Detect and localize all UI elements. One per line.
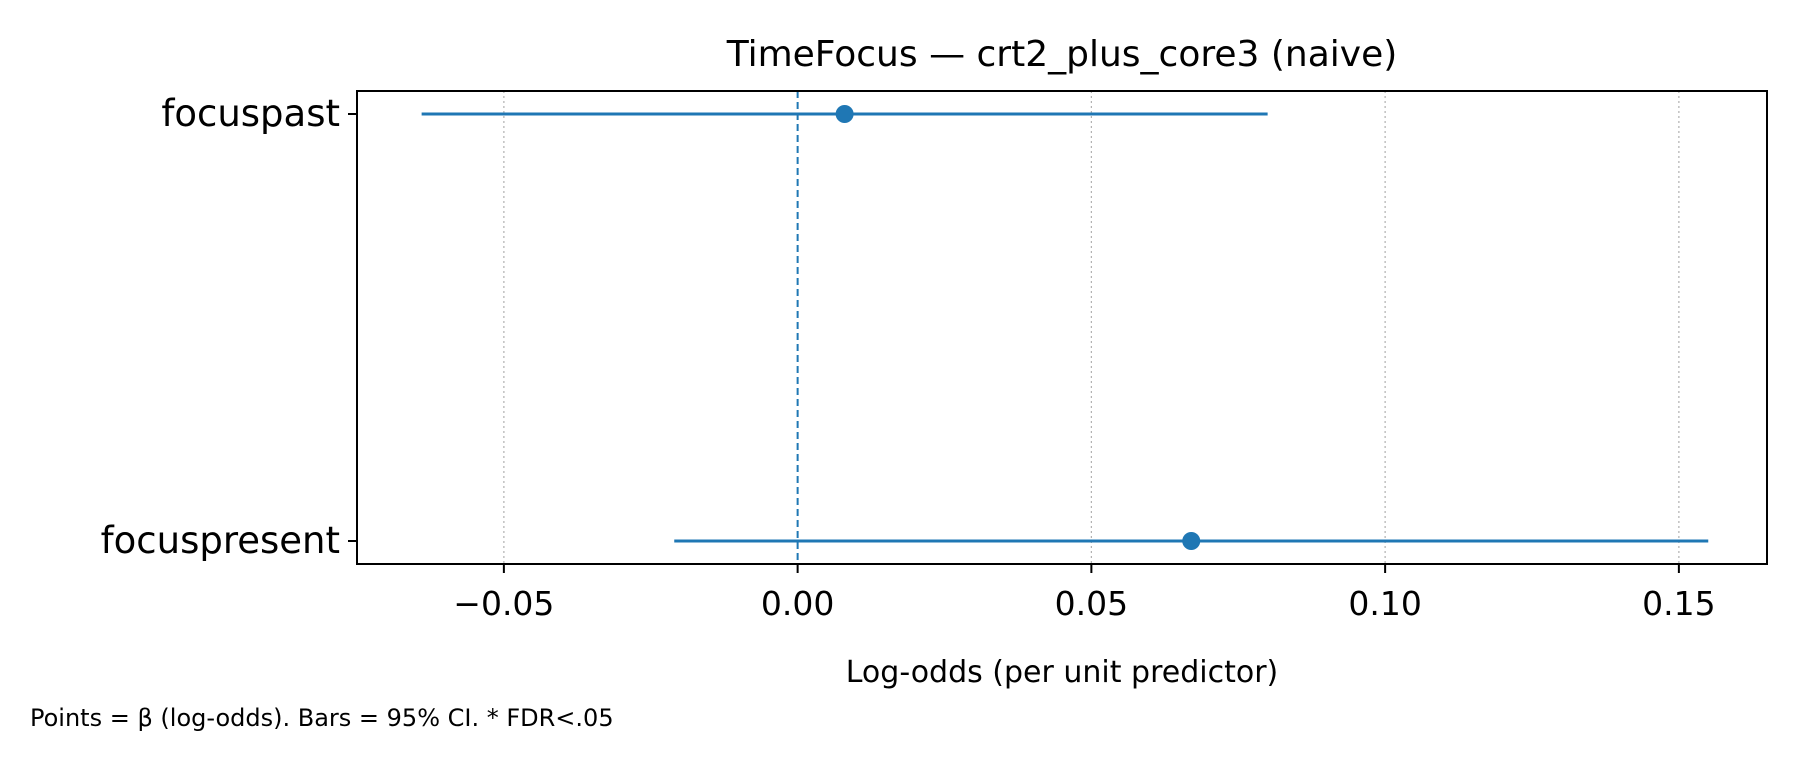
x-tick-label: 0.15 bbox=[1642, 584, 1715, 623]
footnote: Points = β (log-odds). Bars = 95% CI. * … bbox=[30, 704, 614, 732]
plot-frame bbox=[356, 90, 1768, 565]
chart-title: TimeFocus — crt2_plus_core3 (naive) bbox=[726, 34, 1398, 75]
x-tick-label: 0.05 bbox=[1055, 584, 1128, 623]
x-tick-label: 0.00 bbox=[761, 584, 834, 623]
x-axis-label: Log-odds (per unit predictor) bbox=[846, 655, 1279, 690]
estimate-point-focuspast bbox=[835, 105, 854, 123]
x-axis-ticks: −0.05 0.00 0.05 0.10 0.15 bbox=[453, 564, 1716, 623]
x-tick-label: −0.05 bbox=[453, 584, 554, 623]
x-gridlines bbox=[503, 91, 1680, 564]
estimate-point-focuspresent bbox=[1182, 532, 1201, 550]
y-axis-ticks: focuspast focuspresent bbox=[101, 92, 357, 562]
x-tick-label: 0.10 bbox=[1348, 584, 1421, 623]
estimate-series bbox=[421, 105, 1709, 550]
y-tick-label: focuspast bbox=[161, 92, 340, 135]
y-tick-label: focuspresent bbox=[101, 519, 340, 562]
